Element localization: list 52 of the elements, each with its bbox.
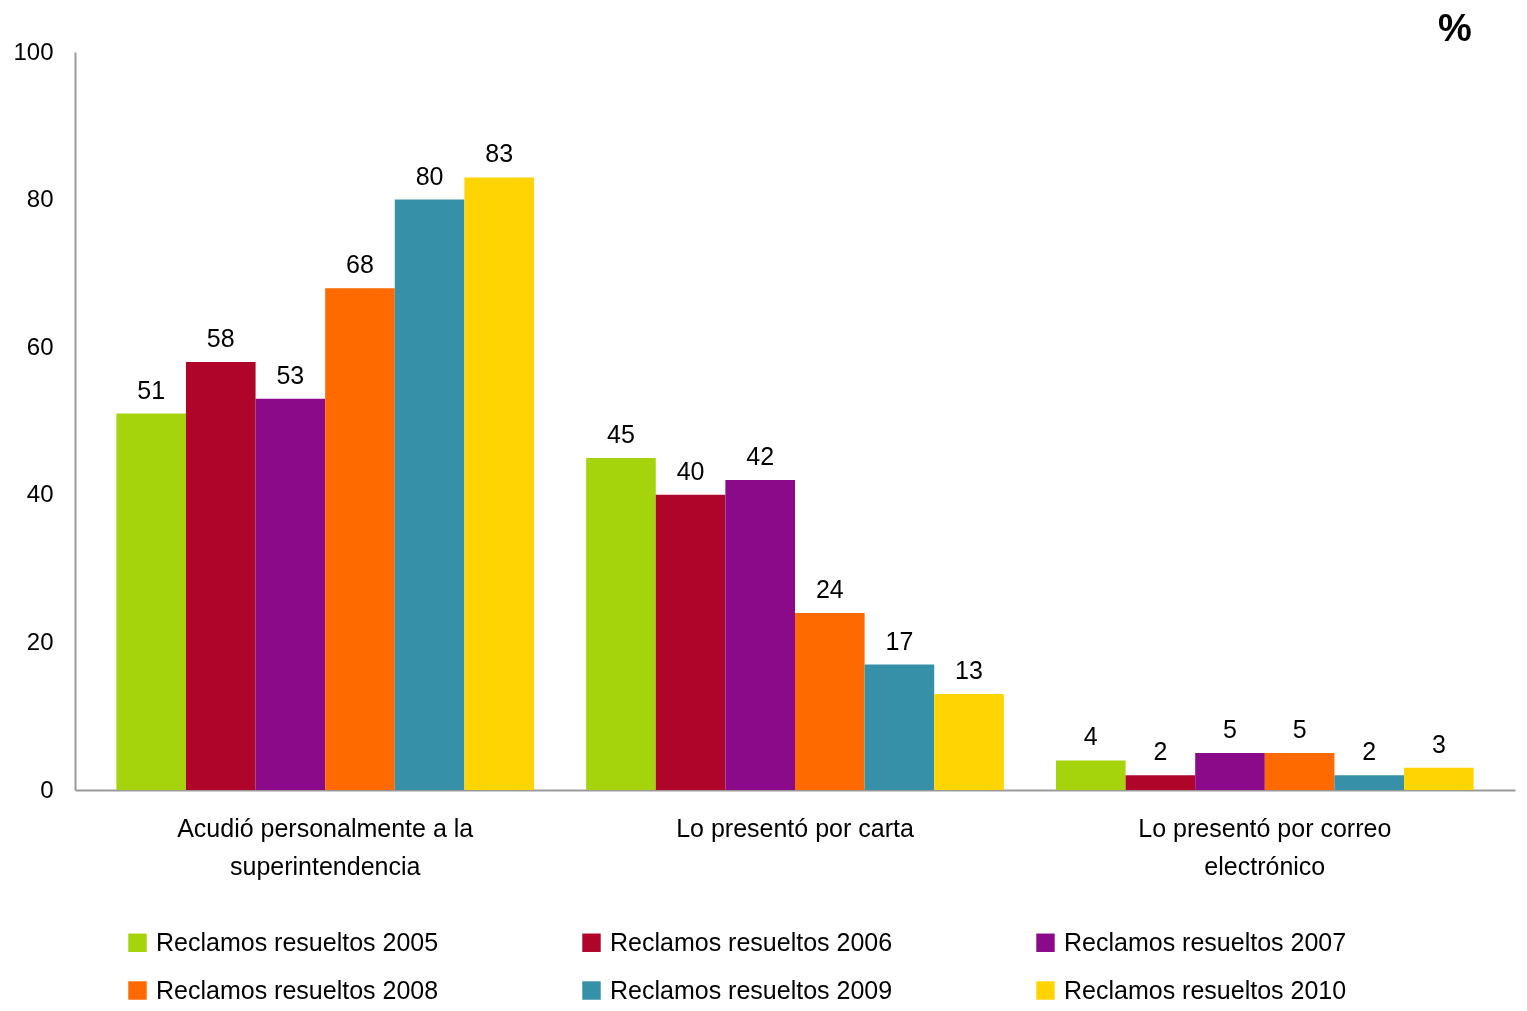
text: % [1438, 7, 1472, 49]
data-label: 2 [1362, 737, 1377, 766]
data-label: 42 [746, 442, 775, 471]
bar [1264, 753, 1335, 790]
bar [1334, 775, 1405, 790]
bar [795, 612, 865, 790]
bar [255, 398, 326, 790]
x-tick-label: Acudió personalmente a la superintendencia [177, 813, 474, 880]
x-tick-label: Lo presentó por correo electrónico [1138, 813, 1392, 880]
bar [185, 361, 256, 790]
legend-label: Reclamos resueltos 2005 [156, 927, 439, 956]
data-label: 83 [485, 139, 514, 168]
y-tick-label: 60 [26, 332, 54, 360]
bar [586, 457, 656, 790]
data-label: 13 [955, 656, 983, 685]
data-label: 68 [346, 250, 374, 279]
data-label: 24 [815, 574, 844, 603]
y-tick-label: 100 [13, 37, 54, 65]
data-label: 5 [1223, 715, 1237, 744]
bar [1055, 760, 1126, 790]
data-label: 51 [137, 375, 166, 404]
data-label: 2 [1153, 737, 1168, 766]
bar [1195, 753, 1265, 790]
legend-label: Reclamos resueltos 2008 [156, 975, 439, 1004]
data-label: 53 [276, 360, 305, 389]
legend-label: Reclamos resueltos 2009 [610, 975, 893, 1004]
legend-label: Reclamos resueltos 2007 [1064, 927, 1347, 956]
bar [864, 664, 935, 790]
legend-label: Reclamos resueltos 2010 [1064, 975, 1347, 1004]
bar [325, 288, 395, 790]
x-tick-label: Lo presentó por carta [676, 813, 914, 842]
y-tick-label: 20 [26, 627, 54, 655]
data-label: 17 [885, 626, 914, 655]
bar [725, 480, 795, 790]
data-label: 58 [206, 323, 235, 352]
y-tick-label: 80 [26, 185, 54, 213]
legend-label: Reclamos resueltos 2006 [610, 927, 893, 956]
data-label: 4 [1083, 722, 1098, 751]
bar [464, 177, 535, 790]
y-tick-label: 40 [26, 480, 54, 508]
data-label: 80 [415, 161, 444, 190]
bar [655, 494, 726, 790]
bar [394, 199, 465, 790]
data-label: 45 [607, 419, 635, 448]
bar [116, 413, 186, 790]
data-label: 40 [676, 456, 705, 485]
bar [1404, 767, 1474, 790]
data-label: 5 [1292, 715, 1307, 744]
data-label: 3 [1431, 729, 1446, 758]
bar [1125, 775, 1196, 790]
y-tick-label: 0 [40, 775, 54, 803]
bar [934, 694, 1004, 790]
